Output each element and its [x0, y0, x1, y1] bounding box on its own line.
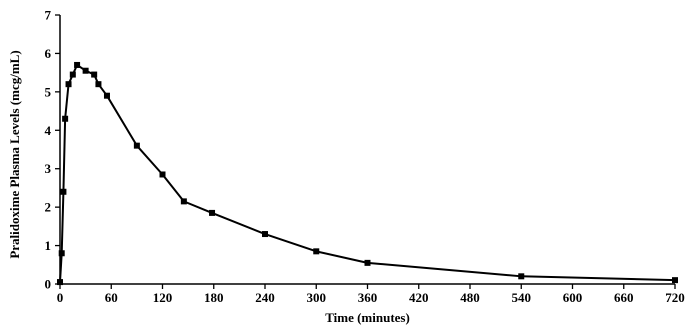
data-point: [209, 209, 216, 216]
x-tick-label: 60: [105, 290, 118, 305]
x-tick-label: 120: [153, 290, 173, 305]
data-point: [262, 231, 268, 238]
x-tick-label: 240: [255, 290, 275, 305]
y-tick-label: 3: [45, 161, 52, 176]
data-point: [60, 188, 67, 195]
data-point: [364, 259, 371, 266]
x-tick-label: 600: [563, 290, 583, 305]
data-point: [518, 273, 525, 280]
y-tick-label: 0: [45, 277, 52, 292]
x-tick-label: 180: [204, 290, 224, 305]
x-tick-label: 660: [614, 290, 634, 305]
data-point: [58, 250, 65, 257]
data-point: [74, 61, 81, 68]
x-tick-label: 720: [665, 290, 685, 305]
data-point: [313, 248, 320, 255]
data-point: [95, 81, 102, 88]
y-axis-title: Pralidoxime Plasma Levels (mcg/mL): [7, 50, 22, 258]
x-axis-title: Time (minutes): [325, 310, 410, 325]
y-axis: 0 1 2 3 4 5 6 7: [45, 8, 61, 292]
x-tick-label: 360: [358, 290, 378, 305]
x-tick-label: 300: [307, 290, 327, 305]
data-point: [159, 171, 166, 178]
x-axis: 0 60 120 180 240 300 360 420 480 540 600 660 720: [57, 283, 685, 305]
y-tick-label: 7: [45, 8, 52, 23]
x-tick-label: 540: [512, 290, 532, 305]
data-point: [672, 277, 678, 284]
data-point: [180, 198, 187, 205]
data-point: [91, 71, 98, 78]
data-point: [82, 67, 89, 74]
x-tick-label: 0: [57, 290, 64, 305]
data-point: [65, 81, 72, 88]
series-line: [59, 63, 676, 283]
data-point: [103, 92, 110, 99]
data-point: [57, 279, 63, 286]
y-tick-label: 4: [45, 123, 52, 138]
y-tick-label: 2: [45, 200, 52, 215]
x-tick-label: 420: [409, 290, 429, 305]
data-point: [62, 115, 69, 122]
data-point: [133, 142, 140, 149]
data-point: [69, 71, 76, 78]
y-tick-label: 6: [45, 46, 52, 61]
y-tick-label: 1: [45, 238, 52, 253]
x-tick-label: 480: [460, 290, 480, 305]
y-tick-label: 5: [45, 84, 52, 99]
series-layer: [57, 61, 678, 286]
